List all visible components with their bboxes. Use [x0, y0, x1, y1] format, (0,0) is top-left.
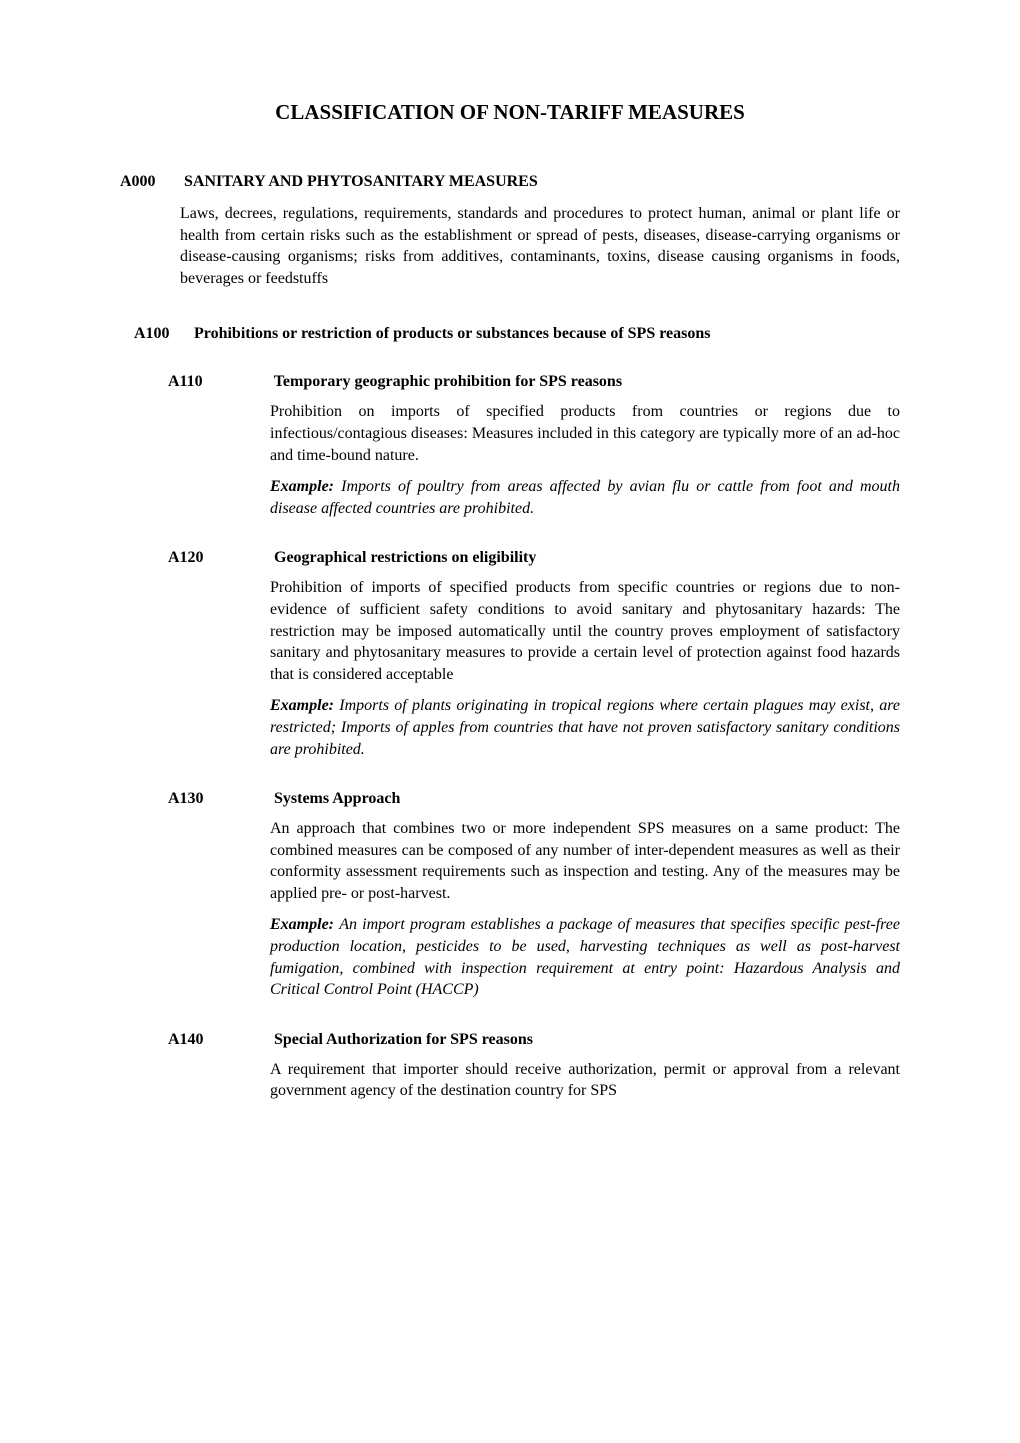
item-body: Prohibition on imports of specified prod…: [270, 401, 900, 466]
item-a140: A140 Special Authorization for SPS reaso…: [168, 1031, 900, 1102]
example-text: Imports of poultry from areas affected b…: [270, 478, 900, 517]
document-title: CLASSIFICATION OF NON-TARIFF MEASURES: [120, 100, 900, 125]
item-heading: Temporary geographic prohibition for SPS…: [274, 373, 622, 390]
section-heading: SANITARY AND PHYTOSANITARY MEASURES: [184, 173, 538, 190]
item-heading: Geographical restrictions on eligibility: [274, 549, 536, 566]
example-label: Example:: [270, 478, 334, 495]
item-body: An approach that combines two or more in…: [270, 818, 900, 904]
example-label: Example:: [270, 916, 334, 933]
item-example: Example: Imports of poultry from areas a…: [270, 476, 900, 519]
item-heading: Special Authorization for SPS reasons: [274, 1031, 533, 1048]
item-header: A130 Systems Approach: [168, 790, 900, 808]
document-page: CLASSIFICATION OF NON-TARIFF MEASURES A0…: [0, 0, 1020, 1192]
item-example: Example: An import program establishes a…: [270, 914, 900, 1000]
item-code: A110: [168, 373, 270, 391]
item-a120: A120 Geographical restrictions on eligib…: [168, 549, 900, 760]
subsection-heading: Prohibitions or restriction of products …: [194, 325, 710, 342]
example-label: Example:: [270, 697, 334, 714]
item-code: A140: [168, 1031, 270, 1049]
subsection-code: A100: [134, 325, 190, 343]
item-header: A120 Geographical restrictions on eligib…: [168, 549, 900, 567]
item-code: A130: [168, 790, 270, 808]
example-text: Imports of plants originating in tropica…: [270, 697, 900, 757]
section-intro: Laws, decrees, regulations, requirements…: [180, 203, 900, 289]
section-header: A000 SANITARY AND PHYTOSANITARY MEASURES: [120, 173, 900, 191]
item-code: A120: [168, 549, 270, 567]
item-a130: A130 Systems Approach An approach that c…: [168, 790, 900, 1001]
item-heading: Systems Approach: [274, 790, 400, 807]
item-example: Example: Imports of plants originating i…: [270, 695, 900, 760]
example-text: An import program establishes a package …: [270, 916, 900, 998]
item-header: A140 Special Authorization for SPS reaso…: [168, 1031, 900, 1049]
subsection-header: A100 Prohibitions or restriction of prod…: [134, 325, 900, 343]
item-body: A requirement that importer should recei…: [270, 1059, 900, 1102]
item-header: A110 Temporary geographic prohibition fo…: [168, 373, 900, 391]
item-body: Prohibition of imports of specified prod…: [270, 577, 900, 685]
section-code: A000: [120, 173, 180, 191]
item-a110: A110 Temporary geographic prohibition fo…: [168, 373, 900, 519]
